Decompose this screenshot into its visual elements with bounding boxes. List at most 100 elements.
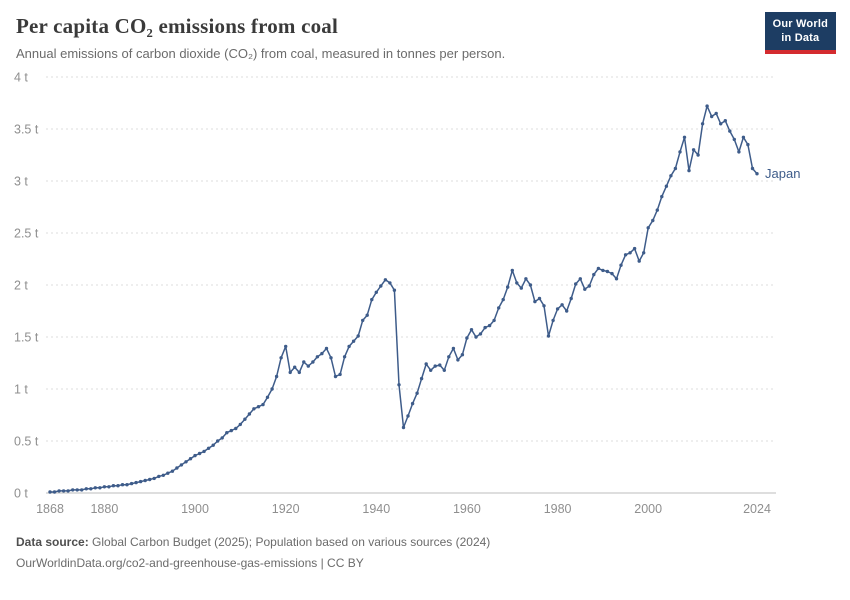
data-point: [52, 490, 57, 494]
data-point: [510, 268, 514, 273]
data-point: [497, 306, 501, 310]
data-point: [351, 339, 356, 343]
data-point: [474, 335, 478, 339]
data-point: [229, 428, 233, 433]
data-point: [220, 436, 224, 440]
data-point: [456, 358, 460, 362]
data-point: [696, 153, 700, 157]
data-point: [274, 374, 279, 379]
data-point: [111, 484, 116, 488]
data-point: [306, 364, 310, 368]
data-point: [179, 463, 184, 467]
data-point: [265, 395, 270, 399]
data-point: [664, 184, 669, 188]
data-point: [469, 328, 474, 332]
data-point: [170, 469, 175, 473]
owid-logo-line1: Our World: [772, 18, 828, 30]
series-label-japan[interactable]: Japan: [765, 166, 800, 181]
data-point: [361, 318, 365, 323]
data-point: [193, 453, 197, 458]
series-line-japan[interactable]: [49, 105, 758, 493]
data-point: [574, 282, 578, 286]
data-point: [642, 251, 646, 255]
footer-link[interactable]: OurWorldinData.org/co2-and-greenhouse-ga…: [16, 556, 364, 570]
data-point: [601, 268, 605, 273]
data-point: [542, 304, 546, 308]
data-point: [80, 488, 84, 492]
data-point: [116, 484, 120, 488]
data-point: [383, 278, 388, 282]
data-point: [401, 425, 406, 430]
data-point: [374, 290, 378, 294]
data-point: [238, 422, 242, 427]
data-point: [451, 346, 456, 351]
data-point: [188, 457, 193, 461]
data-point: [610, 271, 614, 276]
x-tick-label: 2024: [743, 502, 771, 516]
line-chart-canvas[interactable]: 0 t 0.5 t 1 t 1.5 t 2 t 2.5 t 3 t 3.5 t 4 t 1868 1…: [0, 65, 850, 521]
data-point: [329, 356, 333, 360]
data-point: [592, 272, 596, 277]
data-point: [569, 296, 573, 301]
data-point: [288, 370, 292, 375]
data-point: [406, 414, 410, 418]
data-point: [687, 168, 691, 173]
data-point: [655, 208, 659, 212]
data-point: [515, 281, 519, 285]
data-point: [560, 303, 564, 307]
data-point: [125, 483, 129, 487]
data-point: [379, 284, 383, 288]
data-point: [746, 142, 750, 147]
data-point: [637, 259, 641, 263]
data-point: [102, 485, 107, 489]
data-source-line: Data source: Global Carbon Budget (2025)…: [16, 535, 834, 549]
data-point: [93, 486, 98, 490]
data-point: [143, 478, 147, 483]
data-point: [175, 466, 179, 470]
data-point: [750, 166, 755, 171]
data-point: [71, 488, 75, 492]
x-tick-label: 1868: [36, 502, 64, 516]
x-tick-label: 1900: [181, 502, 209, 516]
data-point: [551, 318, 555, 323]
data-point: [460, 353, 465, 357]
data-point: [297, 370, 301, 375]
data-point: [533, 299, 537, 304]
data-point: [397, 383, 401, 387]
x-tick-label: 2000: [634, 502, 662, 516]
data-point: [419, 376, 424, 381]
data-point: [392, 288, 397, 292]
y-tick-label: 4 t: [14, 71, 28, 85]
data-point: [247, 412, 252, 416]
owid-logo-line2: in Data: [781, 32, 820, 45]
data-point: [442, 368, 446, 372]
data-point: [256, 405, 261, 409]
data-point: [578, 277, 582, 281]
x-tick-label: 1940: [362, 502, 390, 516]
data-point: [705, 104, 709, 108]
data-point: [302, 360, 306, 364]
chart-header: Per capita CO₂ emissions from coal Annua…: [0, 0, 850, 61]
data-point: [587, 284, 591, 288]
data-point: [537, 296, 542, 301]
data-point: [184, 460, 188, 464]
data-point: [216, 439, 220, 443]
data-point: [148, 477, 152, 482]
data-point: [342, 355, 347, 359]
data-point: [157, 474, 161, 479]
data-point: [583, 287, 587, 291]
owid-logo[interactable]: Our World in Data: [764, 12, 836, 54]
chart-footer: Data source: Global Carbon Budget (2025)…: [0, 521, 850, 570]
data-point: [261, 402, 265, 407]
x-tick-label: 1920: [272, 502, 300, 516]
data-point: [623, 253, 628, 257]
data-point: [166, 471, 170, 475]
data-point: [234, 426, 238, 431]
data-point: [320, 351, 324, 356]
data-point: [506, 285, 510, 289]
y-tick-label: 2 t: [14, 279, 28, 293]
data-point: [66, 489, 70, 493]
data-point: [678, 150, 682, 154]
data-point: [75, 488, 79, 492]
data-point: [415, 391, 419, 395]
